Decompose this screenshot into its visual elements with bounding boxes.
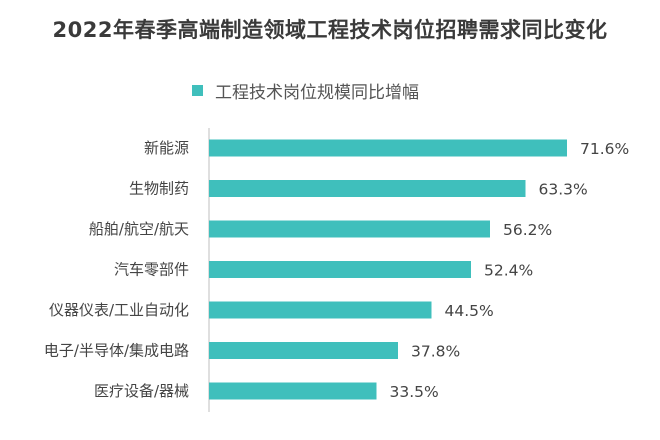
bar-value-label: 52.4% bbox=[484, 262, 533, 280]
category-tick-label: 仪器仪表/工业自动化 bbox=[49, 301, 189, 319]
category-tick-label: 船舶/航空/航天 bbox=[89, 220, 189, 238]
bar bbox=[209, 139, 567, 157]
legend-label: 工程技术岗位规模同比增幅 bbox=[215, 82, 419, 103]
bar bbox=[209, 342, 398, 359]
category-tick-label: 新能源 bbox=[144, 139, 189, 157]
category-tick-label: 汽车零部件 bbox=[114, 261, 189, 279]
legend-swatch bbox=[192, 84, 203, 96]
bar bbox=[209, 382, 377, 400]
bar-value-label: 37.8% bbox=[411, 343, 460, 361]
legend: 工程技术岗位规模同比增幅 bbox=[192, 78, 419, 103]
bar bbox=[209, 180, 526, 197]
bar-value-label: 63.3% bbox=[539, 181, 588, 199]
bar bbox=[209, 261, 471, 278]
category-tick-label: 医疗设备/器械 bbox=[94, 382, 189, 400]
bar-value-label: 56.2% bbox=[503, 221, 552, 239]
bar bbox=[209, 220, 490, 238]
bar bbox=[209, 301, 432, 319]
category-tick-label: 生物制药 bbox=[129, 180, 189, 198]
bar-value-label: 71.6% bbox=[580, 140, 629, 158]
category-tick-label: 电子/半导体/集成电路 bbox=[44, 342, 189, 360]
bar-value-label: 33.5% bbox=[390, 383, 439, 401]
bar-value-label: 44.5% bbox=[445, 302, 494, 320]
chart-title: 2022年春季高端制造领域工程技术岗位招聘需求同比变化 bbox=[52, 18, 608, 42]
